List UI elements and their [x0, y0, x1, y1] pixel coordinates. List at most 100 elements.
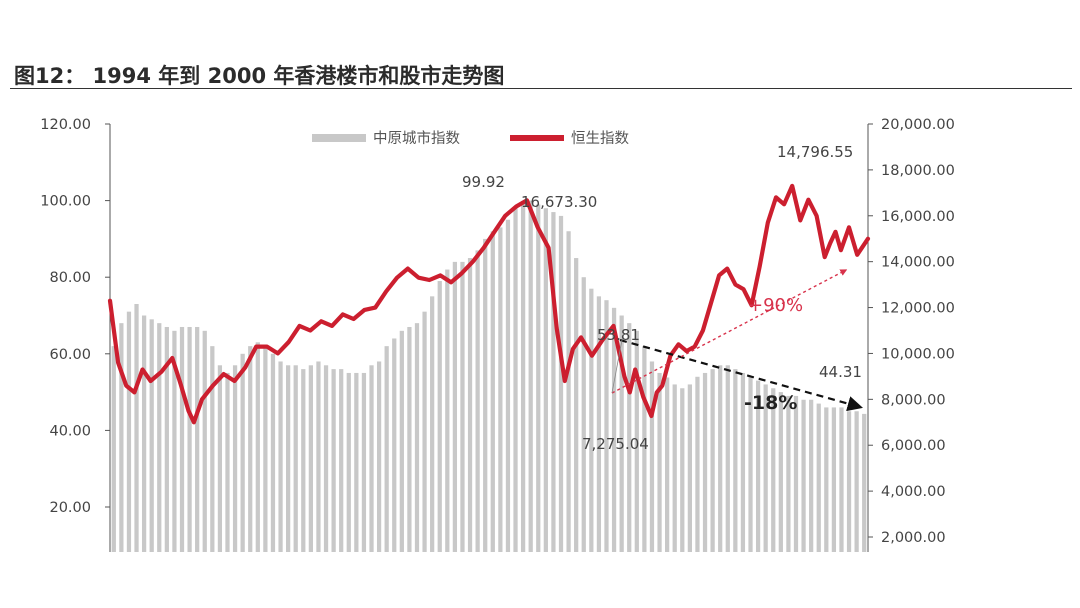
bar: [323, 365, 329, 552]
annotation-low-hsi: 7,275.04: [582, 435, 649, 453]
right-tick-label: 14,000.00: [881, 255, 955, 271]
bar: [149, 319, 154, 552]
bar: [680, 388, 685, 552]
bar: [286, 365, 291, 552]
bar: [399, 330, 404, 552]
bar: [619, 315, 624, 552]
annotation-peak-bar: 99.92: [462, 173, 505, 191]
bar: [748, 376, 753, 552]
bar: [778, 392, 783, 552]
bar: [407, 326, 412, 552]
bar: [505, 219, 511, 552]
bar: [755, 380, 761, 552]
figure-header: 图12： 1994 年到 2000 年香港楼市和股市走势图: [10, 58, 1072, 89]
annotation-low-bar: 53.81: [597, 326, 640, 344]
bar: [293, 365, 298, 552]
bar: [520, 200, 526, 552]
bar: [141, 315, 147, 552]
bar: [225, 372, 230, 552]
bar: [157, 323, 162, 552]
bar: [642, 346, 647, 552]
bar: [589, 288, 594, 552]
right-tick-label: 16,000.00: [881, 209, 955, 225]
bar: [672, 384, 677, 552]
bar: [354, 372, 359, 552]
bar: [111, 346, 116, 552]
bar: [301, 369, 306, 552]
bar: [240, 353, 245, 552]
bar: [430, 296, 435, 552]
bar: [179, 326, 185, 552]
right-tick-label: 8,000.00: [881, 392, 946, 408]
bar: [278, 361, 283, 552]
hsi-line: [107, 183, 871, 425]
bar: [331, 369, 336, 552]
bar: [384, 346, 389, 552]
trend-arrow-down: [619, 338, 863, 412]
legend: 中原城市指数 恒生指数: [312, 130, 629, 147]
low-bar-leader: [611, 339, 623, 394]
bar: [445, 269, 450, 552]
bar: [202, 330, 207, 552]
bar: [786, 395, 791, 552]
bar: [126, 311, 132, 552]
bar: [702, 372, 708, 552]
bar: [771, 388, 776, 552]
bar: [376, 361, 382, 552]
bar: [846, 411, 852, 552]
bar: [831, 407, 837, 552]
right-tick-label: 2,000.00: [881, 530, 946, 546]
bar: [490, 231, 495, 553]
bar: [839, 407, 844, 552]
annotation-high-hsi: 14,796.55: [777, 143, 853, 161]
bar: [270, 353, 276, 552]
left-axis: 20.00 40.00 60.00 80.00 100.00 120.00: [40, 117, 110, 516]
bar: [210, 346, 215, 552]
right-tick-label: 4,000.00: [881, 484, 946, 500]
bar: [657, 372, 662, 552]
right-tick-label: 18,000.00: [881, 163, 955, 179]
bar: [687, 384, 692, 552]
bar: [824, 407, 829, 552]
bar: [793, 395, 799, 552]
bar: [172, 330, 177, 552]
bar: [816, 403, 821, 552]
right-tick-label: 10,000.00: [881, 346, 955, 362]
bar: [665, 377, 670, 552]
bar: [740, 372, 746, 552]
trend-arrow-up: [611, 269, 848, 394]
bar: [566, 231, 571, 553]
right-tick-label: 6,000.00: [881, 438, 946, 454]
left-tick-label: 60.00: [49, 347, 91, 363]
annotation-pct-down: -18%: [744, 392, 797, 414]
bar: [733, 369, 738, 552]
bar: [718, 365, 723, 552]
bar: [763, 384, 768, 552]
bar-series: [111, 200, 867, 553]
left-tick-label: 80.00: [49, 270, 91, 286]
bar: [801, 399, 806, 552]
annotation-peak-hsi: 16,673.30: [521, 193, 597, 211]
bar: [361, 372, 367, 552]
bar: [316, 361, 321, 552]
bar: [574, 258, 579, 552]
bar: [483, 238, 488, 552]
bar: [809, 399, 814, 552]
bar: [611, 307, 617, 552]
bar: [596, 296, 602, 552]
bar: [627, 323, 632, 552]
bar: [263, 346, 268, 552]
right-axis: 2,000.00 4,000.00 6,000.00 8,000.00 10,000.0…: [868, 117, 955, 546]
bar: [695, 376, 700, 552]
left-tick-label: 120.00: [40, 117, 91, 133]
legend-label-bar: 中原城市指数: [373, 130, 460, 147]
right-tick-label: 12,000.00: [881, 301, 955, 317]
bar: [217, 365, 223, 552]
bar: [134, 304, 139, 552]
bar: [475, 250, 480, 552]
bar: [369, 365, 374, 552]
bar: [528, 200, 533, 552]
right-tick-label: 20,000.00: [881, 117, 955, 133]
bar: [536, 204, 541, 552]
bar: [649, 361, 655, 552]
